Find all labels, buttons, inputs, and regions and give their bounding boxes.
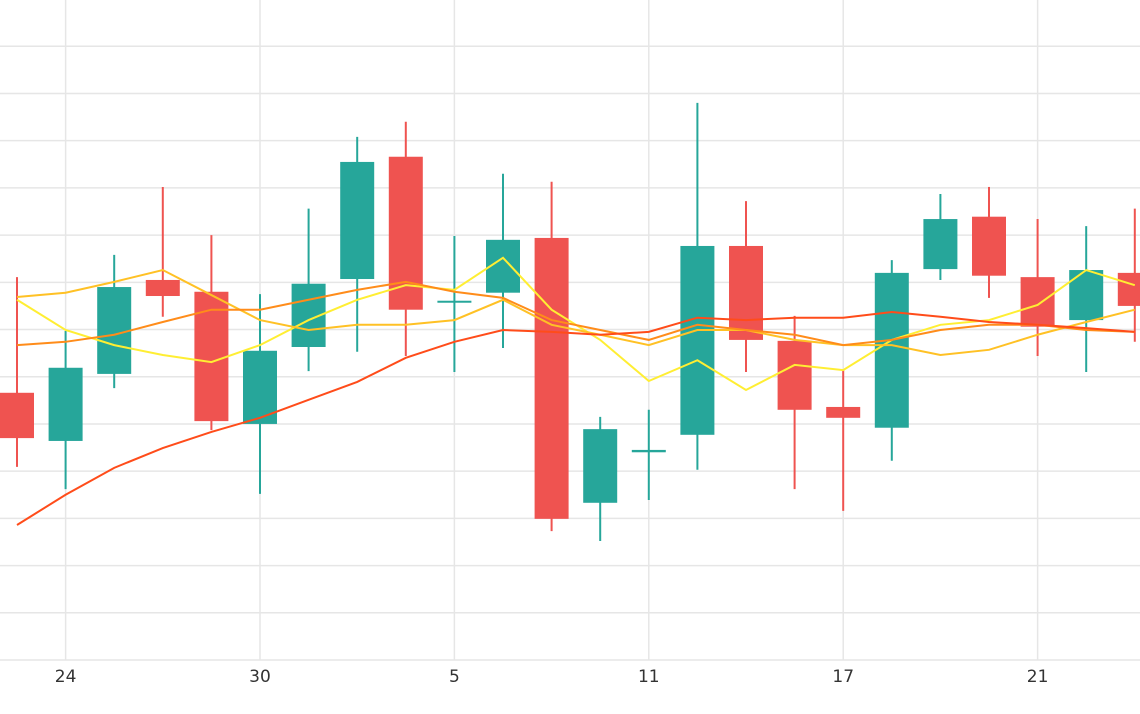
candle-body — [729, 245, 763, 340]
x-tick-label: 30 — [249, 667, 271, 687]
candle-body — [1020, 277, 1055, 327]
candle-body — [194, 291, 229, 422]
candle-body — [0, 392, 34, 439]
x-tick-label: 21 — [1027, 667, 1049, 687]
candle-body — [972, 216, 1006, 276]
moving-average-line — [16, 268, 1136, 357]
moving-average-line — [16, 256, 1136, 392]
candle-body — [583, 429, 618, 503]
candle-body — [48, 367, 83, 441]
x-tick-label: 24 — [55, 667, 77, 687]
candle-body — [243, 350, 277, 424]
x-tick-label: 5 — [449, 667, 460, 687]
candle-body — [777, 340, 812, 410]
candle-body — [1117, 272, 1140, 306]
x-tick-label: 11 — [638, 667, 660, 687]
moving-average-line — [16, 311, 1135, 526]
candle-body — [97, 287, 132, 374]
candle-body — [534, 237, 569, 519]
candle-body — [437, 300, 472, 303]
candle-body — [826, 406, 861, 418]
candle-body — [340, 161, 375, 280]
candle-body — [680, 245, 715, 435]
candle-body — [145, 279, 180, 297]
candle-body — [631, 449, 666, 453]
candle-body — [874, 272, 909, 428]
candle-body — [923, 219, 958, 270]
moving-average-line — [16, 280, 1135, 347]
x-tick-label: 17 — [832, 667, 854, 687]
